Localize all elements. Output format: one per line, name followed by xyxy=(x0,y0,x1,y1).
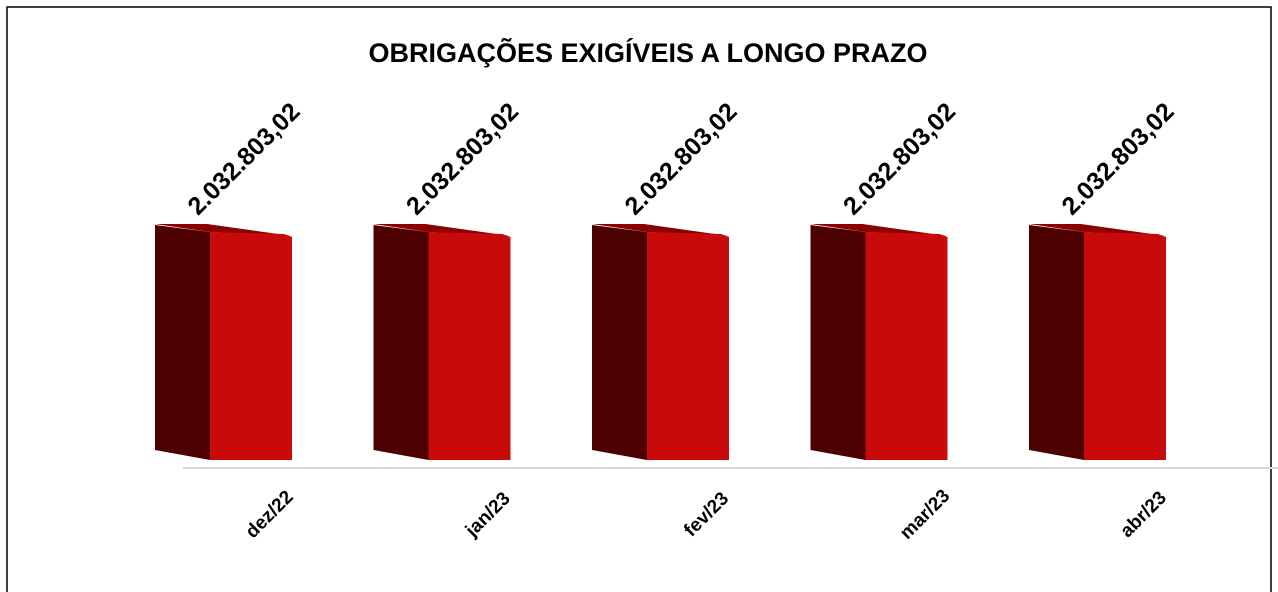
bar-side xyxy=(592,225,647,460)
bar-top xyxy=(155,224,292,236)
bar-top xyxy=(373,224,511,236)
bar xyxy=(428,232,511,460)
bar xyxy=(1084,232,1166,460)
bar-top xyxy=(810,224,948,236)
bar xyxy=(865,232,948,460)
bar-side xyxy=(155,225,210,460)
chart-title: OBRIGAÇÕES EXIGÍVEIS A LONGO PRAZO xyxy=(368,37,927,68)
bar xyxy=(210,232,292,460)
bar-top xyxy=(1029,224,1166,236)
bar-side xyxy=(810,225,866,460)
bar-side xyxy=(373,225,429,460)
bar-side xyxy=(1029,225,1084,460)
bar-top xyxy=(592,224,729,236)
bar xyxy=(647,232,729,460)
